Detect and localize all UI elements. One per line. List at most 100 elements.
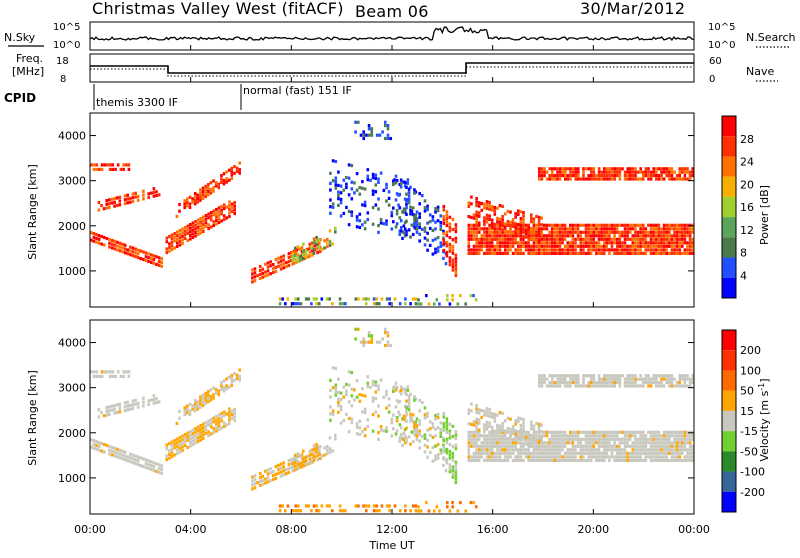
power-cell	[350, 213, 354, 218]
velocity-cell	[347, 400, 351, 404]
velocity-cell	[106, 370, 109, 374]
velocity-cell	[506, 426, 510, 431]
velocity-cell	[477, 451, 481, 455]
velocity-cell	[545, 434, 549, 438]
power-cell	[545, 177, 549, 181]
velocity-cell	[530, 433, 533, 438]
power-cell	[673, 170, 676, 174]
velocity-cell	[407, 408, 411, 412]
power-cell	[517, 229, 520, 233]
velocity-cell	[193, 409, 197, 413]
power-cell	[472, 294, 475, 298]
power-colorbar-swatch	[722, 257, 736, 278]
velocity-cell	[566, 458, 569, 462]
power-cell	[571, 223, 575, 227]
power-cell	[548, 230, 551, 234]
velocity-cell	[401, 417, 404, 421]
power-cell	[514, 225, 517, 229]
velocity-cell	[485, 420, 489, 424]
velocity-cell	[540, 423, 543, 427]
power-cell	[100, 163, 104, 167]
velocity-cell	[537, 429, 541, 433]
power-cell	[428, 213, 432, 217]
power-cell	[538, 177, 541, 181]
velocity-cell	[595, 384, 598, 388]
power-cell	[636, 244, 640, 248]
velocity-cell	[178, 450, 182, 454]
velocity-cell	[311, 456, 314, 460]
power-cell	[103, 235, 106, 240]
velocity-cell	[561, 444, 564, 448]
velocity-cell	[602, 441, 606, 445]
velocity-cell	[543, 374, 546, 378]
power-cell	[142, 189, 145, 193]
power-cell	[454, 267, 458, 271]
velocity-cell	[509, 455, 512, 459]
velocity-cell	[556, 458, 559, 462]
power-cell	[688, 174, 692, 178]
velocity-cell	[665, 381, 668, 385]
velocity-cell	[448, 429, 452, 433]
power-cell	[454, 240, 458, 244]
power-cell	[569, 244, 572, 248]
power-cell	[566, 234, 569, 238]
power-cell	[514, 234, 517, 238]
velocity-cell	[577, 377, 580, 381]
velocity-cell	[363, 394, 367, 398]
velocity-cell	[574, 437, 577, 441]
power-cell	[291, 302, 295, 306]
velocity-cell	[398, 436, 402, 440]
velocity-cell	[186, 404, 189, 408]
power-cell	[454, 223, 458, 227]
power-cell	[543, 223, 546, 227]
velocity-cell	[641, 458, 645, 462]
power-cell	[681, 237, 684, 241]
velocity-cell	[613, 437, 616, 441]
velocity-cell	[636, 384, 640, 388]
power-cell	[589, 244, 593, 248]
velocity-cell	[670, 384, 674, 388]
power-cell	[445, 244, 449, 248]
velocity-cell	[566, 381, 570, 385]
velocity-cell	[183, 440, 187, 444]
velocity-cell	[199, 402, 202, 406]
power-cell	[413, 191, 416, 195]
power-cell	[106, 163, 109, 167]
power-cell	[477, 248, 481, 252]
velocity-cell	[377, 431, 380, 435]
power-cell	[411, 206, 415, 210]
power-cell	[595, 234, 598, 238]
velocity-cell	[362, 343, 365, 348]
velocity-colorbar-swatch	[722, 330, 736, 351]
power-cell	[426, 204, 429, 208]
power-cell	[545, 241, 549, 245]
power-cell	[590, 167, 593, 171]
velocity-cell	[545, 384, 549, 388]
velocity-cell	[233, 415, 236, 419]
velocity-cell	[514, 436, 517, 440]
velocity-cell	[377, 384, 380, 388]
power-cell	[459, 294, 462, 298]
power-cell	[688, 170, 692, 174]
power-cell	[675, 237, 679, 241]
velocity-cell	[113, 446, 117, 450]
power-cell	[110, 197, 114, 201]
power-cell	[592, 230, 596, 234]
power-cell	[222, 172, 226, 176]
velocity-cell	[196, 429, 200, 433]
velocity-cell	[142, 457, 145, 461]
velocity-cell	[595, 455, 598, 459]
power-cell	[123, 198, 127, 202]
velocity-cell	[558, 430, 562, 434]
velocity-cell	[668, 377, 671, 381]
velocity-cell	[602, 444, 606, 448]
power-cell	[600, 244, 603, 248]
power-cell	[563, 248, 567, 252]
power-cell	[129, 196, 132, 200]
velocity-cell	[519, 424, 523, 428]
power-cell	[548, 241, 551, 245]
velocity-cell	[511, 431, 515, 435]
power-cell	[199, 191, 202, 195]
power-cell	[312, 251, 316, 255]
velocity-cell	[652, 381, 655, 385]
